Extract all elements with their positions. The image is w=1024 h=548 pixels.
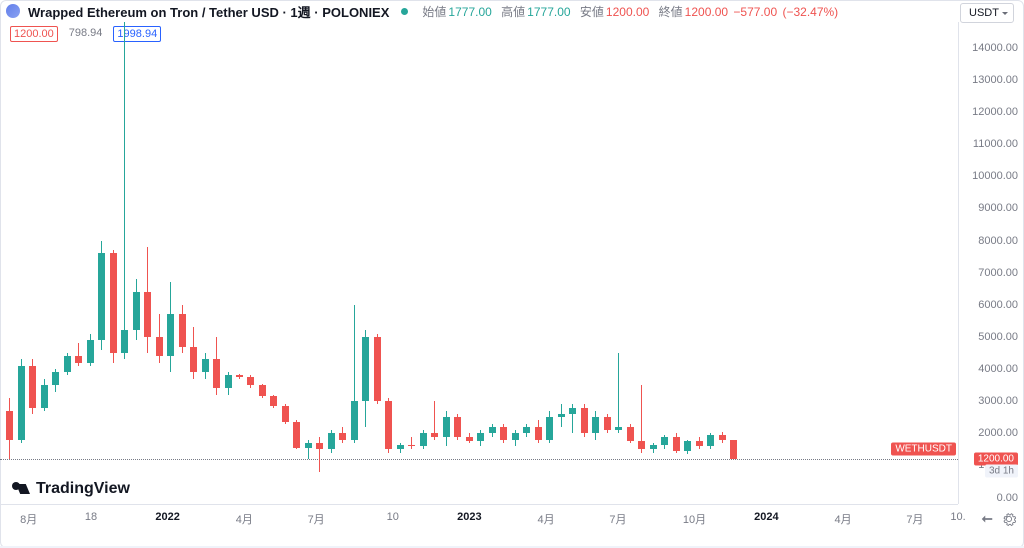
close-label: 終値: [659, 5, 683, 19]
x-tick: 4月: [236, 511, 253, 527]
chart-header: Wrapped Ethereum on Tron / Tether USD · …: [0, 0, 1024, 22]
x-tick: 2022: [155, 511, 179, 523]
time-axis[interactable]: 8月1820224月7月1020234月7月10月20244月7月10.: [0, 504, 958, 530]
y-tick: 6000.00: [978, 299, 1018, 311]
tradingview-text: TradingView: [36, 480, 130, 498]
y-tick: 11000.00: [973, 138, 1018, 150]
close-value: 1200.00: [685, 5, 728, 19]
gear-icon[interactable]: [1002, 512, 1016, 526]
high-label: 高値: [501, 5, 525, 19]
x-tick: 4月: [834, 511, 851, 527]
y-tick: 8000.00: [978, 235, 1018, 247]
price-chart[interactable]: [0, 22, 958, 504]
x-tick: 10月: [683, 511, 706, 527]
low-value: 1200.00: [606, 5, 649, 19]
ohlc-readout: 始値1777.00 高値1777.00 安値1200.00 終値1200.00 …: [416, 3, 838, 20]
y-tick: 10000.00: [972, 170, 1018, 182]
y-tick: 0.00: [997, 492, 1018, 504]
y-tick: 4000.00: [978, 363, 1018, 375]
y-tick: 2000.00: [978, 427, 1018, 439]
x-tick: 10: [387, 511, 399, 523]
x-tick: 2023: [457, 511, 481, 523]
tradingview-mark-icon: [12, 482, 30, 496]
symbol-icon: [6, 4, 20, 18]
y-tick: 9000.00: [978, 202, 1018, 214]
goto-date-icon[interactable]: [980, 512, 994, 526]
symbol-title[interactable]: Wrapped Ethereum on Tron / Tether USD · …: [28, 2, 389, 21]
high-value: 1777.00: [527, 5, 570, 19]
x-tick: 7月: [906, 511, 923, 527]
x-tick: 8月: [20, 511, 37, 527]
symbol-axis-tag: WETHUSDT: [891, 443, 956, 456]
axis-tools: [980, 512, 1016, 526]
x-tick: 2024: [754, 511, 778, 523]
low-label: 安値: [580, 5, 604, 19]
currency-select[interactable]: USDT: [960, 3, 1014, 23]
x-tick: 4月: [537, 511, 554, 527]
x-tick: 7月: [308, 511, 325, 527]
change-value: −577.00: [733, 5, 777, 19]
x-tick: 7月: [609, 511, 626, 527]
countdown-tag: 3d 1h: [985, 465, 1018, 478]
market-status-icon: [401, 8, 408, 15]
last-price-line: [0, 459, 958, 460]
y-tick: 14000.00: [972, 42, 1018, 54]
tradingview-logo[interactable]: TradingView: [12, 480, 130, 498]
y-tick: 13000.00: [972, 74, 1018, 86]
open-value: 1777.00: [448, 5, 491, 19]
y-tick: 3000.00: [978, 395, 1018, 407]
price-axis[interactable]: 0.001000.002000.003000.004000.005000.006…: [958, 22, 1024, 504]
y-tick: 12000.00: [972, 106, 1018, 118]
change-pct: (−32.47%): [782, 5, 838, 19]
y-tick: 7000.00: [978, 267, 1018, 279]
y-tick: 5000.00: [978, 331, 1018, 343]
open-label: 始値: [422, 5, 446, 19]
x-tick: 18: [85, 511, 97, 523]
x-tick: 10.: [950, 511, 965, 523]
